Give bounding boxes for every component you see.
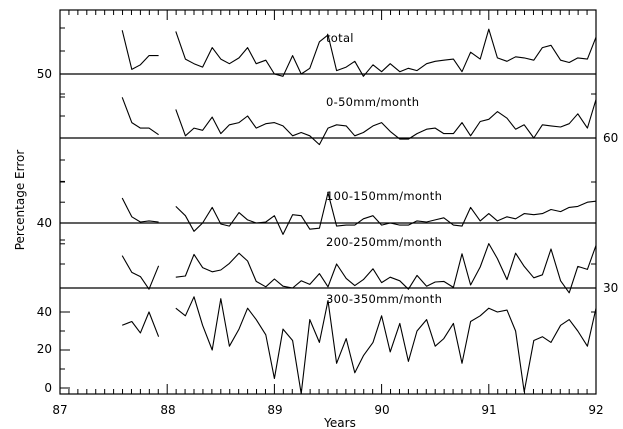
x-tick-label-90: 90	[374, 403, 389, 417]
series-line-1-seg-2	[175, 28, 597, 77]
y-tick-label-0: 0	[44, 381, 52, 395]
series-line-2-seg-2	[175, 99, 597, 146]
right-tick-label-30: 30	[603, 281, 618, 295]
annotation-0-50: 0-50mm/month	[326, 95, 419, 109]
x-tick-label-91: 91	[481, 403, 496, 417]
x-tick-label-92: 92	[588, 403, 603, 417]
x-axis-label: Years	[323, 416, 356, 429]
annotation-100-150: 100-150mm/month	[326, 189, 442, 203]
y-tick-label-40-lower: 40	[37, 305, 52, 319]
series-line-4-seg-1	[121, 255, 160, 290]
annotation-total: total	[326, 31, 354, 45]
series-line-5-seg-1	[121, 311, 160, 337]
annotation-300-350: 300-350mm/month	[326, 292, 442, 306]
y-tick-label-20: 20	[37, 342, 52, 356]
x-tick-label-89: 89	[267, 403, 282, 417]
x-tick-label-88: 88	[160, 403, 175, 417]
series-line-2-seg-1	[121, 97, 159, 136]
right-tick-label-60: 60	[603, 131, 618, 145]
y-axis-label: Percentage Error	[13, 150, 27, 251]
series-line-1-seg-1	[121, 30, 159, 70]
annotation-200-250: 200-250mm/month	[326, 235, 442, 249]
series-line-5-seg-2	[175, 296, 597, 395]
x-tick-label-87: 87	[52, 403, 67, 417]
y-tick-label-40-upper: 40	[37, 216, 52, 230]
series-line-3-seg-2	[175, 192, 597, 235]
series-line-3-seg-1	[121, 197, 159, 223]
y-tick-label-50: 50	[37, 67, 52, 81]
series-line-4-seg-2	[175, 243, 597, 294]
